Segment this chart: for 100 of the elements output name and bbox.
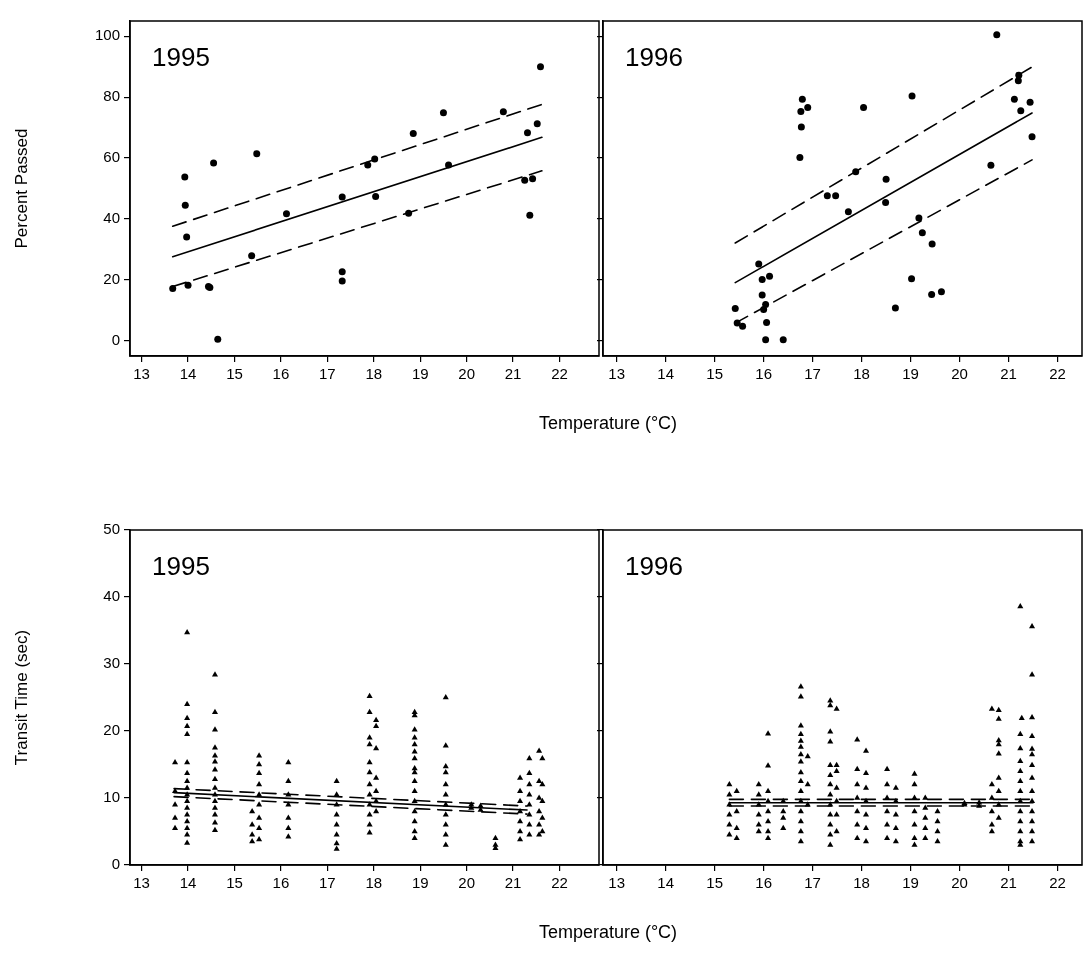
- point: [253, 150, 261, 158]
- point: [779, 336, 787, 344]
- x-tick-label: 13: [133, 365, 150, 383]
- x-tick-label: 16: [755, 874, 772, 892]
- point: [760, 305, 768, 313]
- point: [928, 240, 936, 248]
- x-tick-label: 17: [319, 874, 336, 892]
- point: [499, 108, 507, 116]
- y-tick-label: 20: [103, 270, 120, 287]
- x-tick-label: 15: [706, 874, 724, 892]
- x-tick-label: 19: [902, 365, 919, 383]
- x-tick-label: 19: [411, 365, 429, 383]
- point: [1014, 77, 1022, 85]
- point: [184, 281, 192, 289]
- x-axis-title: Temperature (°C): [538, 412, 678, 434]
- point: [844, 208, 852, 216]
- point: [338, 193, 346, 201]
- x-tick-label: 17: [804, 365, 821, 383]
- point: [993, 31, 1001, 39]
- point: [766, 272, 774, 280]
- x-tick-label: 22: [551, 365, 568, 383]
- x-tick-label: 22: [1049, 874, 1066, 892]
- point: [891, 304, 899, 312]
- x-tick-label: 20: [458, 874, 475, 892]
- point: [405, 209, 413, 217]
- point: [364, 161, 372, 169]
- point: [445, 161, 453, 169]
- x-tick-label: 22: [551, 874, 568, 892]
- point: [755, 260, 763, 268]
- y-tick-label: 40: [103, 209, 120, 227]
- point: [731, 304, 739, 312]
- point: [804, 103, 812, 111]
- point: [338, 268, 346, 276]
- point: [526, 211, 534, 219]
- x-tick-label: 17: [804, 874, 821, 892]
- point: [908, 92, 916, 100]
- point: [796, 153, 804, 161]
- y-tick-label: 100: [94, 26, 120, 44]
- text: 1996: [625, 42, 683, 72]
- point: [1026, 98, 1034, 106]
- x-tick-label: 15: [706, 365, 724, 383]
- y-axis-title: Percent Passed: [11, 128, 31, 249]
- point: [1028, 133, 1036, 141]
- y-tick-label: 80: [103, 87, 120, 105]
- text: 1995: [152, 42, 210, 72]
- point: [529, 175, 537, 183]
- point: [536, 63, 544, 71]
- x-tick-label: 21: [1000, 365, 1017, 383]
- x-tick-label: 20: [951, 874, 968, 892]
- point: [181, 173, 189, 181]
- point: [533, 120, 541, 128]
- point: [758, 276, 766, 284]
- x-tick-label: 13: [133, 874, 150, 892]
- y-tick-label: 30: [103, 654, 120, 672]
- x-tick-label: 20: [951, 365, 968, 383]
- point: [210, 159, 218, 167]
- x-tick-label: 14: [657, 365, 675, 383]
- x-tick-label: 15: [226, 365, 243, 383]
- point: [797, 123, 805, 131]
- y-tick-label: 0: [111, 330, 120, 348]
- x-tick-label: 16: [272, 365, 290, 383]
- x-tick-label: 16: [272, 874, 290, 892]
- point: [937, 288, 945, 296]
- point: [338, 277, 346, 285]
- point: [214, 335, 222, 343]
- point: [918, 229, 926, 237]
- point: [282, 210, 290, 218]
- x-tick-label: 22: [1049, 365, 1066, 383]
- point: [521, 176, 529, 184]
- point: [832, 192, 840, 200]
- x-tick-label: 13: [608, 874, 626, 892]
- y-tick-label: 0: [111, 855, 120, 873]
- x-tick-label: 19: [411, 874, 429, 892]
- y-tick-label: 10: [103, 788, 120, 806]
- point: [915, 214, 923, 222]
- y-tick-label: 20: [103, 721, 120, 739]
- point: [987, 161, 995, 169]
- point: [882, 199, 890, 207]
- point: [1010, 95, 1018, 103]
- text: 1996: [625, 551, 683, 581]
- point: [1017, 107, 1025, 115]
- x-tick-label: 21: [504, 874, 522, 892]
- x-tick-label: 18: [853, 365, 870, 383]
- x-tick-label: 18: [365, 874, 383, 892]
- y-tick-label: 50: [103, 520, 120, 538]
- point: [758, 291, 766, 299]
- x-tick-label: 20: [458, 365, 475, 383]
- x-axis-title: Temperature (°C): [538, 921, 678, 943]
- point: [439, 109, 447, 117]
- x-tick-label: 18: [853, 874, 870, 892]
- point: [181, 201, 189, 209]
- point: [882, 175, 890, 183]
- point: [908, 275, 916, 283]
- point: [372, 192, 380, 200]
- x-tick-label: 17: [319, 365, 336, 383]
- x-tick-label: 14: [179, 874, 197, 892]
- x-tick-label: 13: [608, 365, 626, 383]
- point: [762, 336, 770, 344]
- x-tick-label: 21: [504, 365, 522, 383]
- point: [852, 168, 860, 176]
